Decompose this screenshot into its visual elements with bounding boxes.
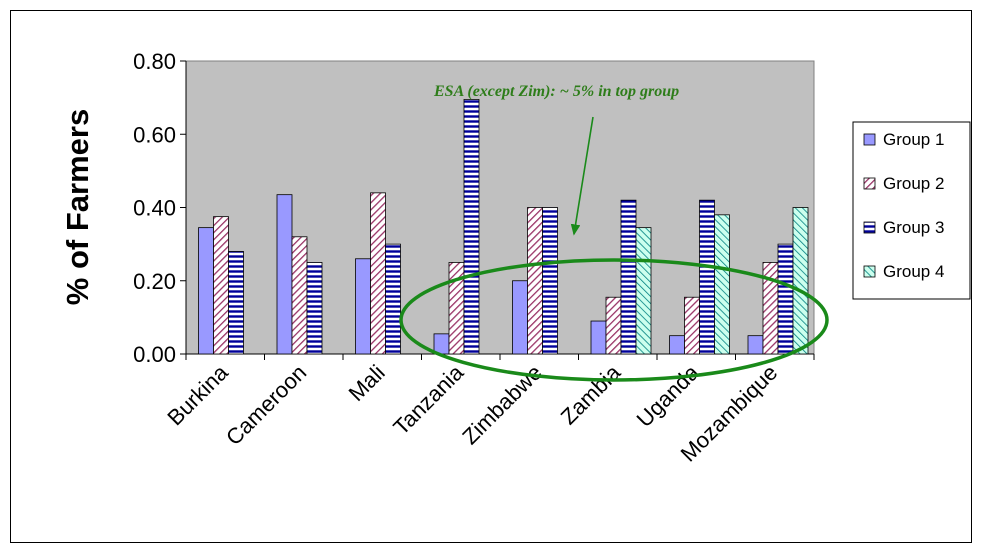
bar-group-2-zambia — [605, 296, 622, 355]
legend-swatch-group-1 — [863, 133, 876, 146]
legend-label-group-4: Group 4 — [883, 262, 944, 281]
bar-group-2-burkina — [213, 216, 229, 355]
legend-swatch-group-3 — [863, 221, 876, 234]
bar-group-1-tanzania — [433, 333, 450, 355]
bar-group-1-zambia — [590, 320, 607, 355]
bar-group-3-zimbabwe — [542, 207, 558, 355]
bar-group-1-mozambique — [747, 335, 764, 355]
bar-group-4-uganda — [714, 214, 730, 355]
bar-group-3-uganda — [699, 199, 715, 355]
bar-group-1-uganda — [669, 335, 685, 355]
legend: Group 1 Group 2 Group 3 Group 4 — [852, 121, 971, 300]
bar-group-2-tanzania — [448, 262, 465, 355]
bar-group-1-mali — [355, 258, 371, 355]
annotation-arrow — [570, 116, 594, 236]
bar-group-4-zambia — [635, 227, 652, 355]
bar-group-3-tanzania — [463, 99, 480, 355]
bar-group-1-burkina — [198, 227, 214, 355]
annotation-text: ESA (except Zim): ~ 5% in top group — [433, 83, 679, 100]
bar-group-2-mali — [370, 192, 386, 355]
bar-group-2-zimbabwe — [527, 207, 543, 355]
y-tick-label: 0.00 — [133, 342, 176, 367]
y-tick-label: 0.80 — [133, 49, 176, 74]
bar-group-3-burkina — [228, 251, 244, 355]
bar-group-1-cameroon — [276, 194, 293, 355]
bar-group-4-mozambique — [792, 207, 809, 355]
bar-group-3-zambia — [620, 199, 637, 355]
legend-swatch-group-2 — [863, 177, 876, 190]
y-tick-label: 0.60 — [133, 122, 176, 147]
bar-group-3-cameroon — [306, 262, 323, 355]
bar-group-3-mali — [385, 243, 401, 355]
y-axis: 0.00 0.20 0.40 0.60 0.80 — [133, 49, 187, 367]
legend-label-group-3: Group 3 — [883, 218, 944, 237]
bar-group-2-uganda — [684, 296, 700, 355]
legend-label-group-2: Group 2 — [883, 174, 944, 193]
legend-label-group-1: Group 1 — [883, 130, 944, 149]
bars — [198, 99, 809, 355]
legend-swatch-group-4 — [863, 265, 876, 278]
bar-group-2-cameroon — [291, 236, 308, 355]
y-tick-label: 0.20 — [133, 269, 176, 294]
y-axis-label: % of Farmers — [60, 109, 95, 305]
highlight-ellipse — [399, 258, 829, 382]
bar-group-1-zimbabwe — [512, 280, 528, 355]
bar-group-3-mozambique — [777, 243, 794, 355]
y-tick-label: 0.40 — [133, 196, 176, 221]
